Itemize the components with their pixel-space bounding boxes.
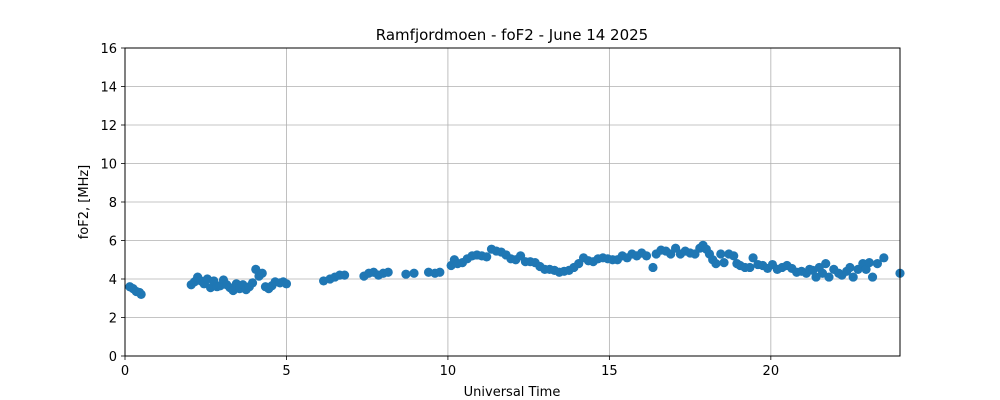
data-point — [864, 258, 874, 268]
y-tick-label: 0 — [109, 350, 117, 365]
y-tick-label: 12 — [100, 119, 117, 134]
y-tick-label: 6 — [109, 235, 117, 250]
data-point — [435, 267, 445, 277]
data-point — [845, 262, 855, 273]
data-point — [872, 259, 882, 269]
y-tick-label: 14 — [100, 81, 117, 96]
data-point — [281, 279, 292, 289]
data-point — [482, 252, 492, 262]
data-point — [401, 269, 411, 279]
data-point — [824, 272, 834, 282]
data-point — [879, 253, 889, 263]
data-point — [383, 267, 393, 277]
data-point — [719, 258, 729, 268]
data-point — [745, 262, 755, 273]
y-tick-label: 2 — [109, 312, 117, 327]
x-axis-label: Universal Time — [464, 385, 561, 400]
x-axis-ticks: 0 5 10 15 20 — [121, 356, 779, 379]
data-point — [821, 259, 831, 269]
chart-title: Ramfjordmoen - foF2 - June 14 2025 — [376, 26, 648, 44]
data-point — [339, 270, 350, 280]
data-point — [716, 249, 726, 259]
y-tick-label: 16 — [100, 42, 117, 57]
y-tick-label: 4 — [109, 273, 117, 288]
data-point — [257, 268, 267, 278]
data-point — [748, 253, 758, 263]
data-point — [848, 272, 858, 282]
data-point — [711, 259, 721, 269]
x-tick-label: 10 — [440, 364, 457, 379]
x-tick-label: 15 — [601, 364, 618, 379]
x-tick-label: 20 — [763, 364, 780, 379]
data-point — [641, 251, 652, 261]
data-point — [409, 268, 419, 278]
data-point — [729, 251, 739, 261]
y-tick-label: 8 — [109, 196, 117, 211]
x-tick-label: 5 — [282, 364, 290, 379]
y-axis-label: foF2, [MHz] — [77, 165, 92, 240]
data-point — [648, 262, 658, 273]
x-tick-label: 0 — [121, 364, 129, 379]
y-tick-label: 10 — [100, 158, 117, 173]
data-point — [867, 272, 878, 282]
y-axis-ticks: 0 2 4 6 8 10 12 14 16 — [100, 42, 125, 365]
data-point — [247, 278, 258, 288]
data-point — [136, 289, 146, 299]
data-points — [125, 240, 905, 299]
